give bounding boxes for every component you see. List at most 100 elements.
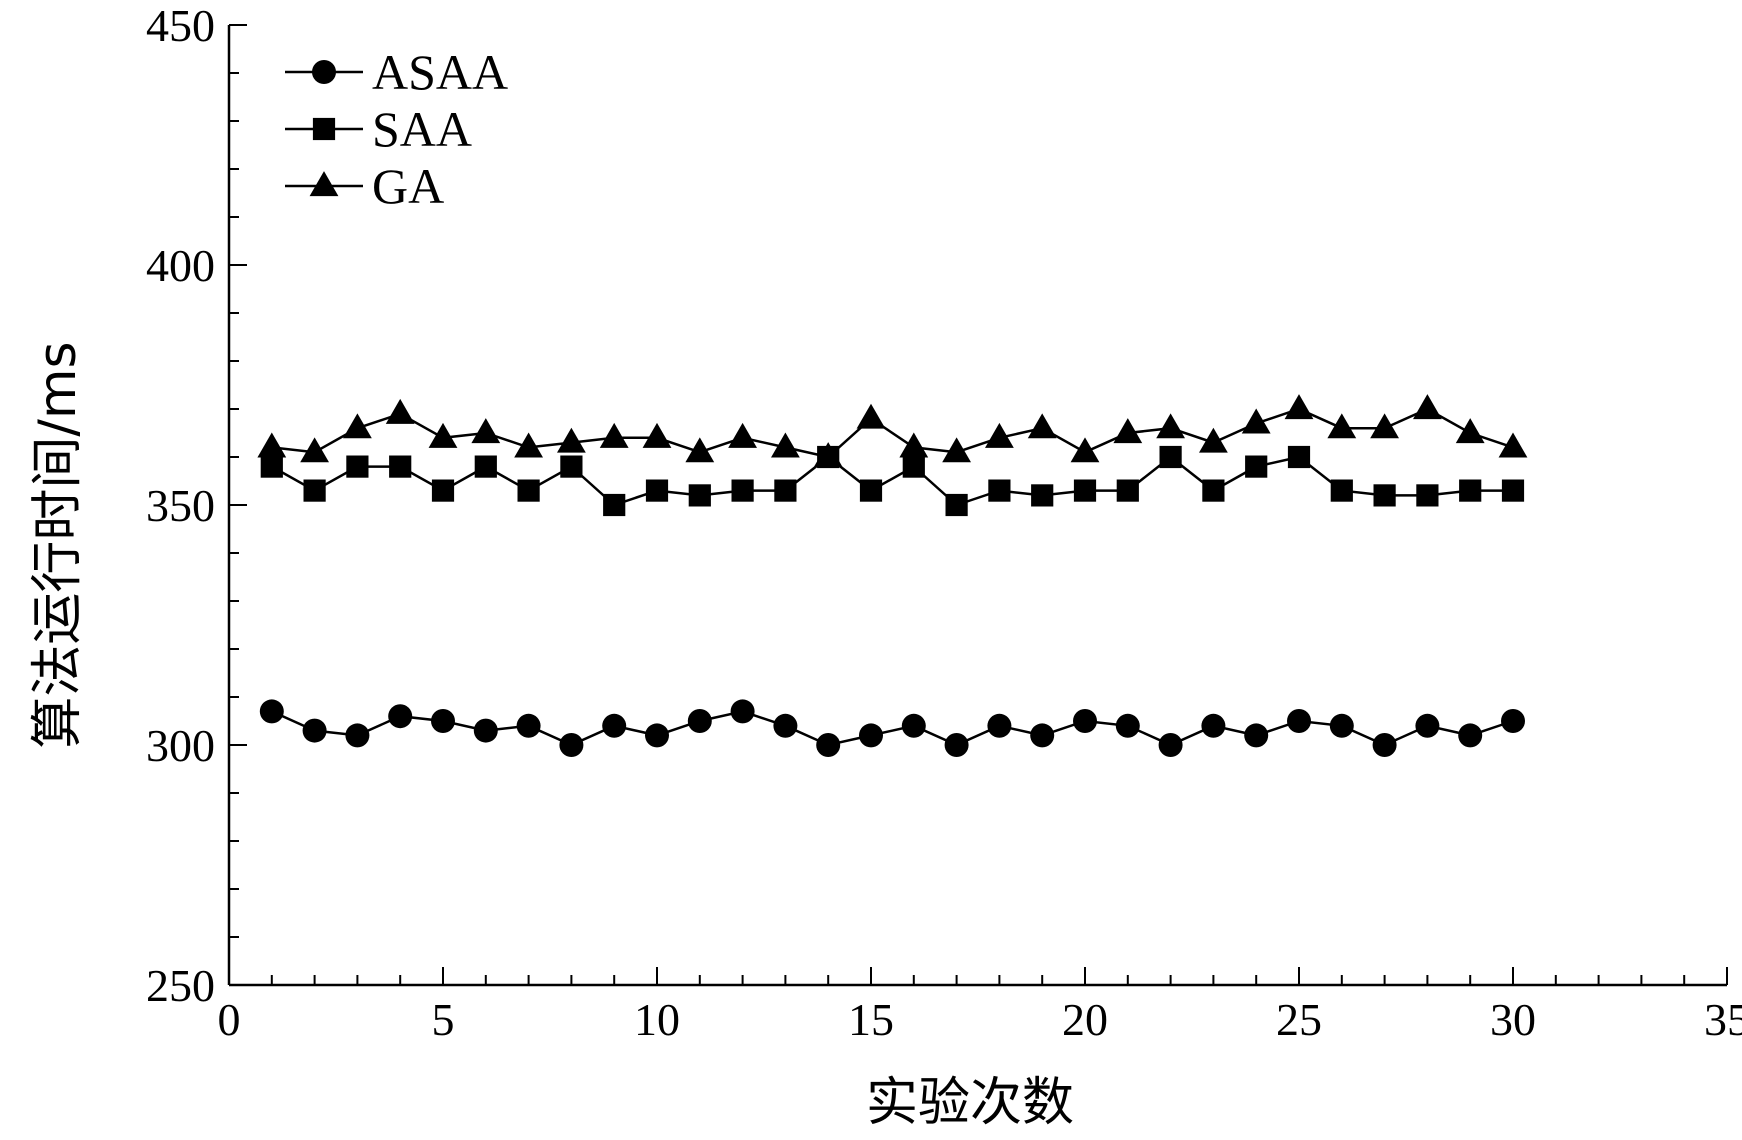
legend-marker-saa bbox=[312, 117, 336, 141]
point-saa bbox=[988, 479, 1011, 502]
point-ga bbox=[813, 442, 843, 468]
point-asaa bbox=[602, 713, 627, 738]
point-ga bbox=[1327, 413, 1357, 439]
point-asaa bbox=[559, 733, 584, 757]
point-saa bbox=[1116, 479, 1139, 502]
legend-label-ga: GA bbox=[372, 158, 444, 214]
point-asaa bbox=[1115, 713, 1140, 738]
point-saa bbox=[1159, 445, 1182, 469]
point-ga bbox=[1455, 418, 1485, 444]
point-asaa bbox=[1244, 723, 1269, 748]
y-tick-label: 350 bbox=[146, 480, 215, 531]
point-saa bbox=[1287, 445, 1311, 469]
x-tick-labels: 0 5 10 15 20 25 30 35 bbox=[218, 994, 1742, 1045]
point-asaa bbox=[1329, 713, 1354, 738]
point-ga bbox=[1113, 418, 1143, 444]
point-ga bbox=[343, 413, 372, 439]
point-asaa bbox=[1030, 723, 1055, 748]
point-ga bbox=[1498, 432, 1528, 458]
series-line-ga bbox=[271, 407, 1514, 459]
point-ga bbox=[1241, 408, 1271, 434]
point-saa bbox=[303, 479, 326, 502]
point-ga bbox=[642, 422, 672, 448]
point-saa bbox=[1202, 479, 1225, 502]
x-tick-label: 10 bbox=[634, 994, 680, 1045]
x-axis-title: 实验次数 bbox=[866, 1073, 1074, 1133]
point-ga bbox=[514, 432, 543, 458]
point-asaa bbox=[388, 704, 413, 729]
series-lines bbox=[271, 407, 1514, 747]
point-asaa bbox=[1501, 709, 1525, 733]
point-saa bbox=[688, 484, 711, 507]
point-asaa bbox=[944, 733, 969, 757]
point-saa bbox=[1031, 484, 1054, 507]
point-asaa bbox=[1073, 709, 1097, 733]
point-asaa bbox=[473, 718, 498, 743]
point-asaa bbox=[1415, 713, 1440, 738]
x-tick-label: 0 bbox=[218, 994, 241, 1045]
point-saa bbox=[731, 479, 754, 502]
x-tick-label: 25 bbox=[1276, 994, 1322, 1045]
point-saa bbox=[645, 479, 669, 502]
point-saa bbox=[902, 455, 925, 478]
x-tick-label: 5 bbox=[432, 994, 455, 1045]
y-tick-label: 450 bbox=[146, 0, 215, 51]
point-ga bbox=[557, 427, 586, 453]
y-tick-label: 300 bbox=[146, 720, 215, 771]
point-saa bbox=[474, 455, 497, 478]
point-saa bbox=[389, 455, 412, 478]
point-ga bbox=[856, 403, 886, 429]
point-asaa bbox=[901, 713, 926, 738]
y-tick-label: 400 bbox=[146, 240, 215, 291]
point-asaa bbox=[987, 713, 1012, 738]
point-ga bbox=[300, 437, 329, 463]
point-ga bbox=[728, 422, 757, 448]
point-ga bbox=[985, 422, 1014, 448]
point-saa bbox=[1416, 484, 1439, 507]
point-ga bbox=[385, 398, 415, 424]
point-saa bbox=[431, 479, 455, 502]
point-saa bbox=[560, 455, 583, 478]
point-ga bbox=[471, 418, 501, 444]
point-saa bbox=[517, 479, 540, 502]
series-line-saa bbox=[271, 455, 1513, 507]
point-ga bbox=[599, 422, 629, 448]
legend-label-saa: SAA bbox=[372, 101, 472, 157]
point-ga bbox=[1284, 394, 1314, 420]
point-saa bbox=[1459, 479, 1482, 502]
point-ga bbox=[1413, 394, 1442, 420]
point-ga bbox=[428, 422, 458, 448]
point-asaa bbox=[1201, 713, 1226, 738]
point-saa bbox=[1245, 455, 1268, 478]
legend-label-asaa: ASAA bbox=[372, 44, 508, 100]
point-ga bbox=[257, 432, 287, 458]
point-ga bbox=[1370, 413, 1399, 439]
point-saa bbox=[1373, 484, 1396, 507]
point-ga bbox=[1199, 427, 1228, 453]
point-asaa bbox=[431, 709, 455, 733]
point-ga bbox=[1070, 437, 1100, 463]
x-tick-label: 30 bbox=[1490, 994, 1536, 1045]
point-asaa bbox=[259, 699, 284, 724]
point-asaa bbox=[816, 733, 841, 757]
point-asaa bbox=[687, 709, 712, 733]
point-asaa bbox=[516, 713, 541, 738]
x-tick-label: 35 bbox=[1704, 994, 1742, 1045]
point-saa bbox=[603, 493, 626, 517]
point-ga bbox=[771, 432, 800, 458]
point-asaa bbox=[345, 723, 370, 748]
series-line-asaa bbox=[271, 710, 1514, 747]
y-tick-label: 250 bbox=[146, 960, 215, 1011]
point-saa bbox=[774, 479, 797, 502]
point-asaa bbox=[1158, 733, 1183, 757]
point-asaa bbox=[1458, 723, 1483, 748]
legend-marker-ga bbox=[309, 171, 339, 197]
point-asaa bbox=[1287, 709, 1311, 733]
point-saa bbox=[1501, 479, 1525, 502]
point-asaa bbox=[773, 713, 798, 738]
x-tick-label: 15 bbox=[848, 994, 894, 1045]
series-markers bbox=[257, 394, 1528, 757]
point-ga bbox=[942, 437, 971, 463]
